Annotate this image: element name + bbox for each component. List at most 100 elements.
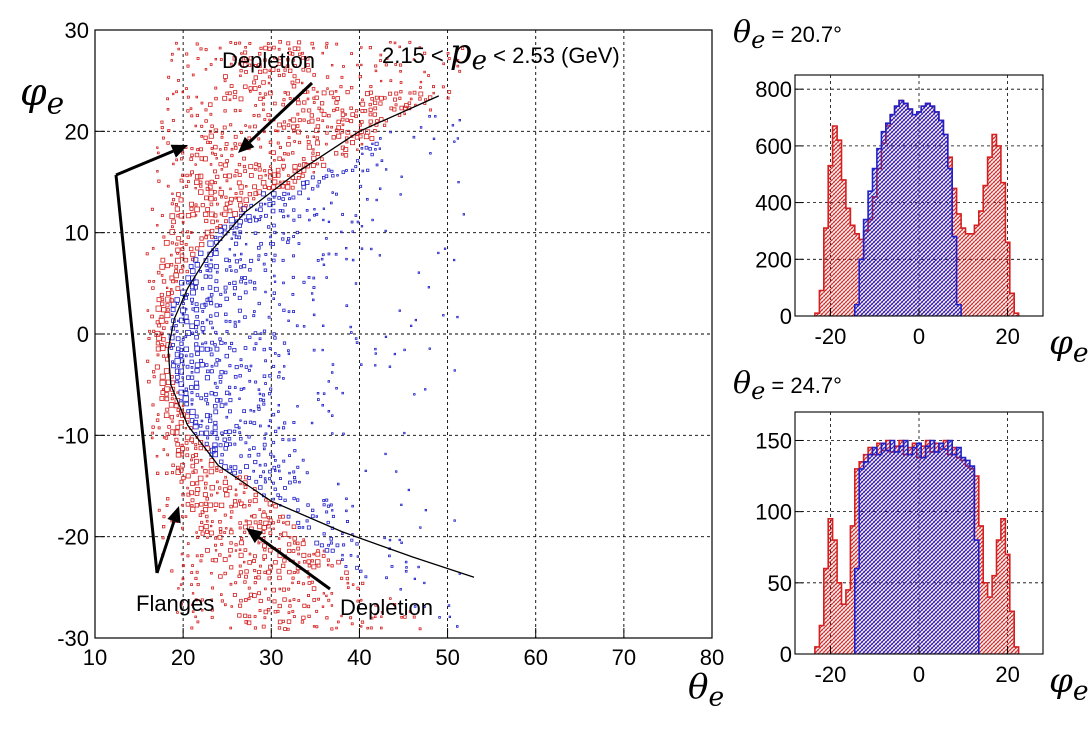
density-cell [207,184,213,190]
density-cell [321,253,325,257]
density-cell [213,558,218,563]
density-cell [262,398,266,402]
density-cell [194,186,197,190]
density-cell [277,375,281,379]
density-cell [273,158,276,162]
density-cell [310,292,314,295]
density-cell [200,124,204,128]
density-cell [317,106,321,110]
density-cell [165,320,169,324]
density-cell [293,64,297,68]
density-cell [312,552,315,556]
density-cell [306,594,310,598]
density-cell [189,353,194,358]
density-cell [237,426,241,430]
density-cell [235,226,239,230]
density-cell [166,184,170,188]
density-cell [254,104,257,107]
density-cell [219,403,225,408]
density-cell [388,538,392,542]
density-cell [254,479,259,484]
density-cell [322,263,326,267]
density-cell [195,173,201,180]
hist-bar [943,449,948,654]
density-cell [345,497,348,500]
density-cell [190,251,196,258]
density-cell [260,191,266,197]
density-cell [271,242,275,246]
density-cell [268,90,273,96]
density-cell [223,109,227,113]
density-cell [213,381,217,385]
density-cell [380,159,384,163]
density-cell [242,62,248,67]
density-cell [209,524,213,528]
density-cell [204,529,209,534]
density-cell [151,425,155,429]
density-cell [344,113,348,116]
density-cell [257,254,261,258]
density-cell [253,75,258,80]
density-cell [262,374,267,378]
density-cell [296,580,301,584]
density-cell [263,570,267,575]
hist-bar [863,461,868,654]
density-cell [292,218,296,222]
density-cell [165,303,170,308]
hist-bar [938,443,944,654]
density-cell [360,146,364,150]
density-cell [247,63,252,67]
density-cell [220,542,224,546]
density-cell [223,74,228,79]
density-cell [285,64,290,69]
density-cell [253,286,257,291]
density-cell [315,609,319,613]
density-cell [334,90,338,93]
density-cell [321,51,324,55]
density-cell [186,486,189,490]
density-cell [286,514,291,519]
density-cell [375,198,378,202]
density-cell [359,184,363,188]
density-cell [189,437,194,443]
density-cell [300,173,305,178]
density-cell [398,309,401,312]
density-cell [190,370,194,374]
density-cell [312,171,316,174]
density-cell [155,341,160,346]
main-x-tick-label: 80 [700,645,724,670]
density-cell [244,243,248,246]
density-cell [209,163,213,166]
density-cell [160,214,164,217]
density-cell [167,75,171,79]
density-cell [398,45,401,49]
density-cell [215,466,219,470]
density-cell [224,257,229,263]
density-cell [429,152,432,155]
hist-bar [956,213,961,316]
density-cell [271,521,275,525]
density-cell [462,213,466,216]
density-cell [275,167,281,173]
density-cell [167,425,171,429]
density-cell [275,183,281,189]
density-cell [356,586,360,590]
density-cell [251,446,256,450]
density-cell [195,481,200,486]
density-cell [204,441,209,446]
density-cell [165,286,169,290]
density-cell [215,436,220,441]
density-cell [227,409,232,414]
density-cell [170,287,173,291]
main-y-tick-label: 30 [65,18,89,43]
density-cell [201,330,205,334]
density-cell [173,272,179,279]
density-cell [238,202,244,208]
density-cell [182,395,189,402]
density-cell [189,231,193,234]
density-cell [178,197,184,203]
density-cell [417,271,421,274]
density-cell [175,158,178,162]
density-cell [306,144,312,150]
density-cell [225,329,229,333]
